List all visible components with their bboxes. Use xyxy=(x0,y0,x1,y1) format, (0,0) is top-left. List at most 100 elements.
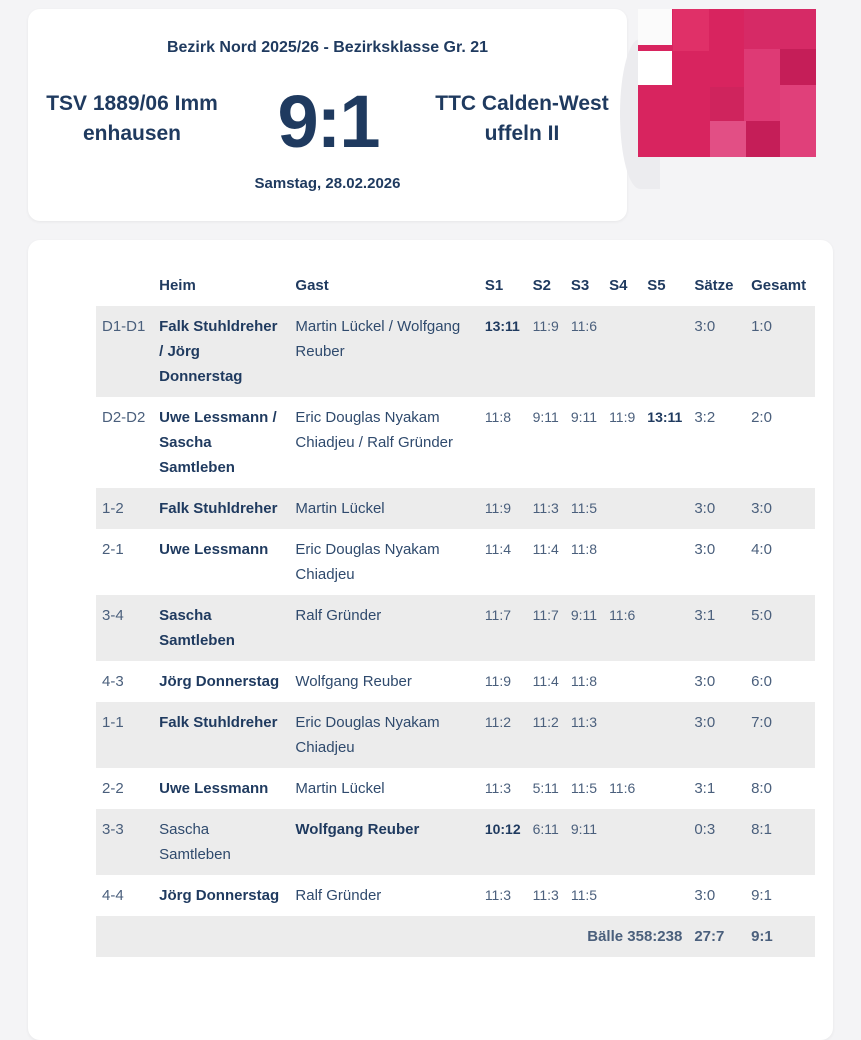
final-score: 9:1 xyxy=(277,80,381,163)
home-player[interactable]: Uwe Lessmann xyxy=(153,529,290,595)
guest-player[interactable]: Martin Lückel xyxy=(289,768,479,809)
match-code: D1-D1 xyxy=(96,306,154,397)
header-total: Gesamt xyxy=(751,276,807,294)
set-score-4 xyxy=(603,306,642,397)
running-total: 5:0 xyxy=(745,595,815,661)
set-score-5 xyxy=(641,702,689,768)
running-total: 6:0 xyxy=(745,661,815,702)
header-guest: Gast xyxy=(295,276,329,294)
table-row: 1-2 Falk Stuhldreher Martin Lückel 11:9 11:3… xyxy=(96,488,815,529)
match-code: D2-D2 xyxy=(96,397,154,488)
table-row: D2-D2 Uwe Lessmann / Sascha Samtleben Eric… xyxy=(96,397,815,488)
home-player[interactable]: Falk Stuhldreher xyxy=(153,488,290,529)
away-team-name[interactable]: TTC Calden-Westuffeln II xyxy=(435,92,609,145)
match-results-table: Heim Gast S1 S2 S3 S4 S5 Sätze Gesamt D1… xyxy=(96,264,815,957)
set-score-5: 13:11 xyxy=(641,397,689,488)
results-body: D1-D1 Falk Stuhldreher / Jörg Donnerstag M… xyxy=(96,306,815,916)
match-code: 2-2 xyxy=(96,768,154,809)
home-player[interactable]: Jörg Donnerstag xyxy=(153,875,290,916)
set-score-3: 9:11 xyxy=(564,397,604,488)
home-player[interactable]: Falk Stuhldreher / Jörg Donnerstag xyxy=(153,306,290,397)
set-score-3: 11:8 xyxy=(564,661,604,702)
set-score-1: 11:3 xyxy=(478,768,527,809)
sets-result: 3:0 xyxy=(688,529,746,595)
sets-result: 3:2 xyxy=(688,397,746,488)
set-score-3: 11:5 xyxy=(564,875,604,916)
header-s5: S5 xyxy=(647,276,666,294)
running-total: 2:0 xyxy=(745,397,815,488)
set-score-4 xyxy=(603,875,642,916)
header-saetze: Sätze xyxy=(694,276,734,294)
set-score-4: 11:6 xyxy=(603,768,642,809)
set-score-1: 10:12 xyxy=(478,809,527,875)
set-score-3: 11:6 xyxy=(564,306,604,397)
saetze-total: 27:7 xyxy=(688,916,746,957)
home-team-name[interactable]: TSV 1889/06 Immenhausen xyxy=(46,92,218,145)
set-score-3: 11:5 xyxy=(564,488,604,529)
set-score-2: 11:9 xyxy=(526,306,565,397)
set-score-1: 11:2 xyxy=(478,702,527,768)
set-score-5 xyxy=(641,488,689,529)
home-player[interactable]: Sascha Samtleben xyxy=(153,595,290,661)
header-home: Heim xyxy=(159,276,196,294)
set-score-3: 9:11 xyxy=(564,809,604,875)
table-row: 3-3 Sascha Samtleben Wolfgang Reuber 10:12 6… xyxy=(96,809,815,875)
set-score-5 xyxy=(641,768,689,809)
set-score-4: 11:6 xyxy=(603,595,642,661)
header-s2: S2 xyxy=(532,276,551,294)
sets-result: 3:0 xyxy=(688,488,746,529)
table-row: 2-2 Uwe Lessmann Martin Lückel 11:3 5:11 11:5… xyxy=(96,768,815,809)
guest-player[interactable]: Wolfgang Reuber xyxy=(289,661,479,702)
guest-player[interactable]: Eric Douglas Nyakam Chiadjeu / Ralf Grün… xyxy=(289,397,479,488)
guest-player[interactable]: Ralf Gründer xyxy=(289,595,479,661)
set-score-4: 11:9 xyxy=(603,397,642,488)
home-player[interactable]: Jörg Donnerstag xyxy=(153,661,290,702)
sets-result: 3:0 xyxy=(688,306,746,397)
totals-row: Bälle 358:238 27:7 9:1 xyxy=(96,916,815,957)
balls-total: Bälle 358:238 xyxy=(96,916,689,957)
match-code: 1-2 xyxy=(96,488,154,529)
set-score-3: 11:8 xyxy=(564,529,604,595)
league-title: Bezirk Nord 2025/26 - Bezirksklasse Gr. … xyxy=(166,39,489,56)
set-score-2: 6:11 xyxy=(526,809,565,875)
guest-player[interactable]: Martin Lückel / Wolfgang Reuber xyxy=(289,306,479,397)
set-score-3: 11:3 xyxy=(564,702,604,768)
match-code: 4-3 xyxy=(96,661,154,702)
guest-player[interactable]: Eric Douglas Nyakam Chiadjeu xyxy=(289,702,479,768)
match-code: 4-4 xyxy=(96,875,154,916)
set-score-4 xyxy=(603,702,642,768)
header-s4: S4 xyxy=(609,276,628,294)
header-code xyxy=(96,264,153,306)
match-header-card: Bezirk Nord 2025/26 - Bezirksklasse Gr. … xyxy=(28,9,627,221)
league-logo-area xyxy=(620,9,820,221)
match-code: 2-1 xyxy=(96,529,154,595)
sets-result: 3:0 xyxy=(688,875,746,916)
set-score-5 xyxy=(641,661,689,702)
set-score-2: 11:4 xyxy=(526,661,565,702)
guest-player[interactable]: Ralf Gründer xyxy=(289,875,479,916)
guest-player[interactable]: Wolfgang Reuber xyxy=(289,809,479,875)
home-player[interactable]: Uwe Lessmann xyxy=(153,768,290,809)
set-score-5 xyxy=(641,306,689,397)
set-score-1: 11:8 xyxy=(478,397,527,488)
home-player[interactable]: Falk Stuhldreher xyxy=(153,702,290,768)
match-code: 3-3 xyxy=(96,809,154,875)
table-row: 2-1 Uwe Lessmann Eric Douglas Nyakam Chiad… xyxy=(96,529,815,595)
running-total: 8:1 xyxy=(745,809,815,875)
set-score-4 xyxy=(603,661,642,702)
league-logo-icon xyxy=(638,9,816,157)
set-score-3: 11:5 xyxy=(564,768,604,809)
set-score-2: 11:3 xyxy=(526,875,565,916)
set-score-1: 11:9 xyxy=(478,661,527,702)
home-player[interactable]: Sascha Samtleben xyxy=(153,809,290,875)
set-score-5 xyxy=(641,595,689,661)
running-total: 9:1 xyxy=(745,875,815,916)
set-score-4 xyxy=(603,809,642,875)
table-row: 4-4 Jörg Donnerstag Ralf Gründer 11:3 11:3 11… xyxy=(96,875,815,916)
header-s3: S3 xyxy=(570,276,590,294)
sets-result: 3:1 xyxy=(688,595,746,661)
guest-player[interactable]: Martin Lückel xyxy=(289,488,479,529)
home-player[interactable]: Uwe Lessmann / Sascha Samtleben xyxy=(153,397,290,488)
guest-player[interactable]: Eric Douglas Nyakam Chiadjeu xyxy=(289,529,479,595)
set-score-2: 11:3 xyxy=(526,488,565,529)
